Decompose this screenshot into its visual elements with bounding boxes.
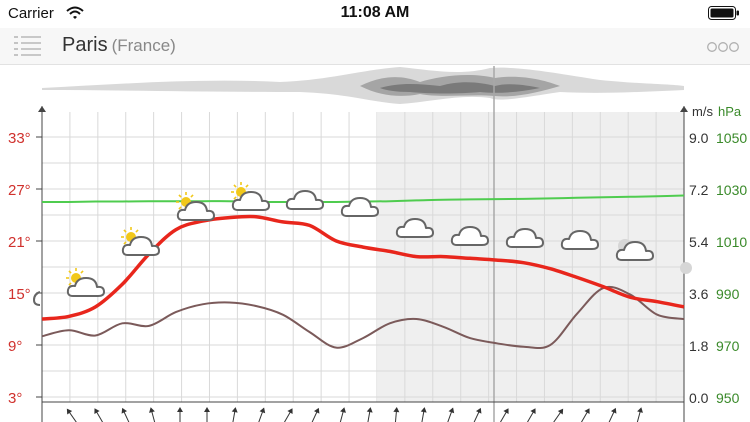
wind-unit-label: m/s xyxy=(692,104,713,119)
pressure-tick-label: 1030 xyxy=(716,182,747,198)
cloud-icon xyxy=(340,197,379,217)
cloud-shape xyxy=(66,277,105,297)
temperature-tick-label: 15° xyxy=(8,286,31,303)
wind-arrow-icon xyxy=(257,407,266,422)
grid xyxy=(41,112,685,402)
wind-tick-label: 1.8 xyxy=(689,338,709,354)
list-menu-icon[interactable] xyxy=(12,34,44,58)
cloud-icon xyxy=(560,230,599,250)
status-bar: Carrier 11:08 AM xyxy=(0,0,750,28)
wind-arrow-icon xyxy=(420,407,427,422)
pressure-tick-label: 1010 xyxy=(716,234,747,250)
partly-cloudy-icon xyxy=(121,227,160,256)
wind-arrow-icon xyxy=(498,408,509,422)
wind-arrow-icon xyxy=(393,407,400,422)
wind-arrow-icon xyxy=(231,407,238,422)
wind-tick-label: 3.6 xyxy=(689,286,709,302)
cloud-shape xyxy=(505,228,544,248)
temperature-tick-label: 3° xyxy=(8,390,22,407)
wind-tick-label: 7.2 xyxy=(689,182,709,198)
carrier-label: Carrier xyxy=(8,5,54,22)
country-name: (France) xyxy=(111,36,176,55)
partly-cloudy-night-icon xyxy=(680,262,692,274)
wind-arrow-icon xyxy=(149,407,157,422)
wind-arrow-icon xyxy=(472,407,482,422)
wind-arrow-icon xyxy=(446,407,455,422)
pressure-tick-label: 970 xyxy=(716,338,740,354)
cloud-shape xyxy=(560,230,599,250)
wind-arrow-icon xyxy=(66,408,79,422)
wind-arrow-icon xyxy=(204,407,210,422)
status-time: 11:08 AM xyxy=(340,4,410,21)
cloud-icon xyxy=(395,218,434,238)
wind-speed-axis: 0.0 1.8 3.6 5.4 7.2 9.0 xyxy=(689,130,709,406)
cloud-icon xyxy=(450,226,489,246)
wind-tick-label: 9.0 xyxy=(689,130,709,146)
wind-arrow-icon xyxy=(579,408,590,422)
cloud-shape xyxy=(121,236,160,256)
location-title[interactable]: Paris (France) xyxy=(62,34,176,57)
temperature-tick-label: 33° xyxy=(8,130,31,147)
wind-arrow-icon xyxy=(525,408,536,422)
wind-arrow-icon xyxy=(551,408,564,422)
partly-cloudy-icon xyxy=(66,268,105,297)
pressure-tick-label: 990 xyxy=(716,286,740,302)
cloud-shape xyxy=(450,226,489,246)
weather-icons xyxy=(32,182,692,306)
city-name: Paris xyxy=(62,34,108,56)
wind-arrow-icon xyxy=(282,408,293,422)
wind-tick-label: 5.4 xyxy=(689,234,709,250)
wind-arrow-icon xyxy=(635,407,643,422)
partly-cloudy-icon xyxy=(231,182,270,211)
cloud-shape xyxy=(615,241,654,261)
nav-bar: Paris (France) xyxy=(0,28,750,65)
pressure-tick-label: 950 xyxy=(716,390,740,406)
pressure-axis: 950 970 990 1010 1030 1050 xyxy=(716,130,747,406)
pressure-unit-label: hPa xyxy=(718,104,742,119)
more-dots-icon[interactable] xyxy=(706,40,740,54)
partly-cloudy-icon xyxy=(176,192,215,221)
wind-arrow-icon xyxy=(310,407,320,422)
temperature-tick-label: 27° xyxy=(8,182,31,199)
temperature-tick-label: 21° xyxy=(8,234,31,251)
battery-icon xyxy=(708,6,740,25)
wind-arrow-icon xyxy=(94,408,105,422)
cloud-shape xyxy=(395,218,434,238)
wifi-icon xyxy=(66,6,84,25)
dewpoint-line xyxy=(41,285,685,350)
wind-arrow-icon xyxy=(607,407,617,422)
cloud-shape xyxy=(231,191,270,211)
wind-arrows xyxy=(66,407,643,422)
partly-cloudy-night-icon xyxy=(615,239,654,261)
wind-arrow-icon xyxy=(366,407,373,422)
temperature-axis: 3° 9° 15° 21° 27° 33° xyxy=(8,130,42,407)
wind-arrow-icon xyxy=(177,407,183,422)
cloud-icon xyxy=(32,291,41,306)
meteogram-chart[interactable]: 3°9°15°21°27°33° 0.01.83.65.47.29.0 9509… xyxy=(0,64,750,422)
cloud-shape xyxy=(340,197,379,217)
cloud-shape xyxy=(285,190,324,210)
temperature-tick-label: 9° xyxy=(8,338,22,355)
cloud-icon xyxy=(285,190,324,210)
wind-arrow-icon xyxy=(121,407,131,422)
wind-tick-label: 0.0 xyxy=(689,390,709,406)
wind-arrow-icon xyxy=(338,407,346,422)
cloud-shape xyxy=(176,201,215,221)
pressure-tick-label: 1050 xyxy=(716,130,747,146)
cloud-icon xyxy=(505,228,544,248)
wind-band xyxy=(42,67,684,104)
